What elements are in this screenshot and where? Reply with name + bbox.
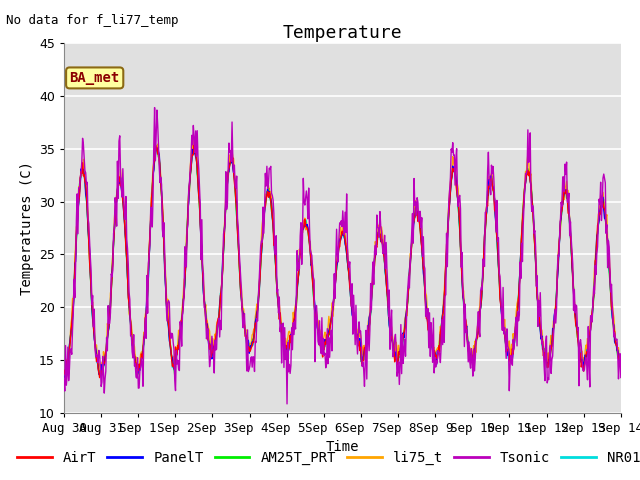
- Text: BA_met: BA_met: [70, 71, 120, 85]
- X-axis label: Time: Time: [326, 440, 359, 455]
- Y-axis label: Temperatures (C): Temperatures (C): [20, 161, 33, 295]
- Text: No data for f_li77_temp: No data for f_li77_temp: [6, 14, 179, 27]
- Title: Temperature: Temperature: [283, 24, 402, 42]
- Legend: AirT, PanelT, AM25T_PRT, li75_t, Tsonic, NR01_PRT: AirT, PanelT, AM25T_PRT, li75_t, Tsonic,…: [12, 445, 640, 471]
